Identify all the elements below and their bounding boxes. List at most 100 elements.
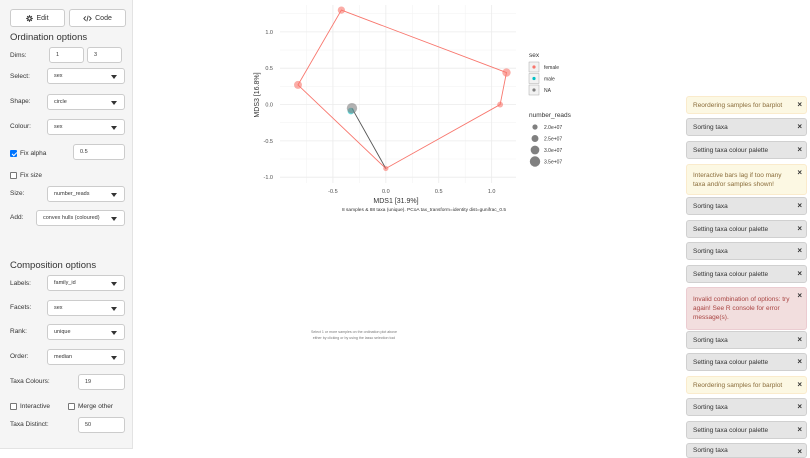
legend-key	[528, 61, 540, 73]
chevron-down-icon	[111, 126, 117, 130]
convex-hulls	[297, 9, 507, 170]
point-female[interactable]	[337, 6, 346, 14]
dims-input-1[interactable]: 1	[49, 47, 84, 63]
legend-sex-title: sex	[529, 52, 540, 59]
add-value: convex hulls (coloured)	[43, 215, 100, 221]
legend-sex-label: NA	[544, 88, 552, 94]
interactive-checkbox[interactable]	[10, 403, 17, 410]
shape-dropdown[interactable]: circle	[47, 94, 125, 110]
size-label: Size:	[10, 190, 25, 197]
close-icon[interactable]: ×	[797, 145, 802, 154]
taxa-colours-input[interactable]: 19	[78, 374, 125, 390]
code-button[interactable]: Code	[69, 9, 126, 27]
taxa-distinct-input[interactable]: 50	[78, 417, 125, 433]
notification-text: Invalid combination of options: try agai…	[693, 296, 790, 321]
close-icon[interactable]: ×	[797, 335, 802, 344]
close-icon[interactable]: ×	[797, 168, 802, 177]
edit-button[interactable]: Edit	[10, 9, 65, 27]
notification-text: Sorting taxa	[693, 247, 728, 255]
notification: Invalid combination of options: try agai…	[686, 287, 807, 330]
notification-text: Sorting taxa	[693, 202, 728, 210]
axis-ticks: -0.5 0.0 0.5 1.0 -1.0 -0.5 0.0 0.5 1.0	[264, 30, 496, 195]
y-tick-label: 0.0	[265, 103, 273, 109]
notification: Sorting taxa ×	[686, 242, 807, 260]
select-dropdown[interactable]: sex	[47, 68, 125, 84]
close-icon[interactable]: ×	[797, 425, 802, 434]
size-dropdown[interactable]: number_reads	[47, 186, 125, 202]
taxa-colours-label: Taxa Colours:	[10, 378, 50, 385]
taxa-distinct-label: Taxa Distinct:	[10, 421, 49, 428]
rank-dropdown[interactable]: unique	[47, 324, 125, 340]
merge-other-label: Merge other	[78, 403, 114, 410]
fix-size-label: Fix size	[20, 172, 43, 179]
legend-key-point	[532, 88, 536, 92]
selection-hint-line2: either by clicking or by using the lasso…	[312, 336, 396, 340]
plot-grid	[280, 5, 516, 183]
chevron-down-icon	[111, 217, 117, 221]
composition-options-title: Composition options	[10, 260, 97, 271]
legend-key-point	[532, 76, 536, 81]
legend-size-label: 2.5e+07	[544, 137, 562, 143]
chevron-down-icon	[111, 193, 117, 197]
merge-other-checkbox[interactable]	[68, 403, 75, 410]
hull-female	[297, 9, 507, 170]
point-female[interactable]	[294, 80, 302, 89]
point-female[interactable]	[502, 68, 511, 77]
legend-reads: 2.0e+07 2.5e+07 3.0e+07 3.5e+07	[529, 124, 562, 167]
fix-size-checkbox[interactable]	[10, 172, 17, 179]
close-icon[interactable]: ×	[797, 269, 802, 278]
x-axis-title: MDS1 [31.9%]	[373, 198, 418, 205]
point-na[interactable]	[346, 102, 358, 114]
close-icon[interactable]: ×	[797, 380, 802, 389]
close-icon[interactable]: ×	[797, 246, 802, 255]
colour-value: sex	[54, 124, 63, 130]
x-tick-label: 1.0	[488, 189, 496, 195]
edit-button-label: Edit	[36, 14, 49, 22]
chevron-down-icon	[111, 282, 117, 286]
legend-size-point	[530, 145, 540, 155]
notification: Sorting taxa ×	[686, 118, 807, 136]
notification: Setting taxa colour palette ×	[686, 220, 807, 238]
add-dropdown[interactable]: convex hulls (coloured)	[36, 210, 125, 226]
colour-dropdown[interactable]: sex	[47, 119, 125, 135]
plot-panel	[280, 5, 516, 183]
shape-label: Shape:	[10, 98, 31, 105]
alpha-input[interactable]: 0.5	[73, 144, 125, 160]
legend-key	[528, 84, 540, 96]
close-icon[interactable]: ×	[797, 447, 802, 456]
y-tick-label: 0.5	[265, 66, 273, 72]
close-icon[interactable]: ×	[797, 122, 802, 131]
facets-dropdown[interactable]: sex	[47, 300, 125, 316]
notification-text: Sorting taxa	[693, 123, 728, 131]
notification-text: Sorting taxa	[693, 447, 728, 454]
code-icon	[83, 15, 92, 21]
y-tick-label: -1.0	[264, 175, 273, 181]
close-icon[interactable]: ×	[797, 201, 802, 210]
dims-input-2[interactable]: 3	[87, 47, 122, 63]
point-male[interactable]	[347, 107, 355, 115]
close-icon[interactable]: ×	[797, 402, 802, 411]
select-value: sex	[54, 73, 63, 79]
colour-label: Colour:	[10, 123, 31, 130]
order-dropdown[interactable]: median	[47, 349, 125, 365]
legend-reads-title: number_reads	[529, 112, 572, 119]
point-female[interactable]	[497, 101, 504, 108]
legend-size-point	[531, 135, 539, 142]
labels-dropdown[interactable]: family_id	[47, 275, 125, 291]
rank-value: unique	[54, 329, 71, 335]
legend-key-point	[532, 65, 536, 69]
notification-text: Setting taxa colour palette	[693, 146, 769, 154]
gear-icon	[26, 14, 34, 22]
notification-text: Reordering samples for barplot	[693, 101, 783, 109]
notification: Setting taxa colour palette ×	[686, 141, 807, 159]
close-icon[interactable]: ×	[797, 357, 802, 366]
close-icon[interactable]: ×	[797, 100, 802, 109]
chevron-down-icon	[111, 101, 117, 105]
fix-alpha-checkbox[interactable]	[10, 150, 17, 157]
selection-hint-line1: Select 1 or more samples on the ordinati…	[310, 330, 398, 334]
legend-sex: female male NA	[528, 61, 559, 96]
point-female[interactable]	[383, 165, 389, 172]
close-icon[interactable]: ×	[797, 291, 802, 300]
close-icon[interactable]: ×	[797, 224, 802, 233]
x-tick-label: 0.0	[382, 189, 390, 195]
